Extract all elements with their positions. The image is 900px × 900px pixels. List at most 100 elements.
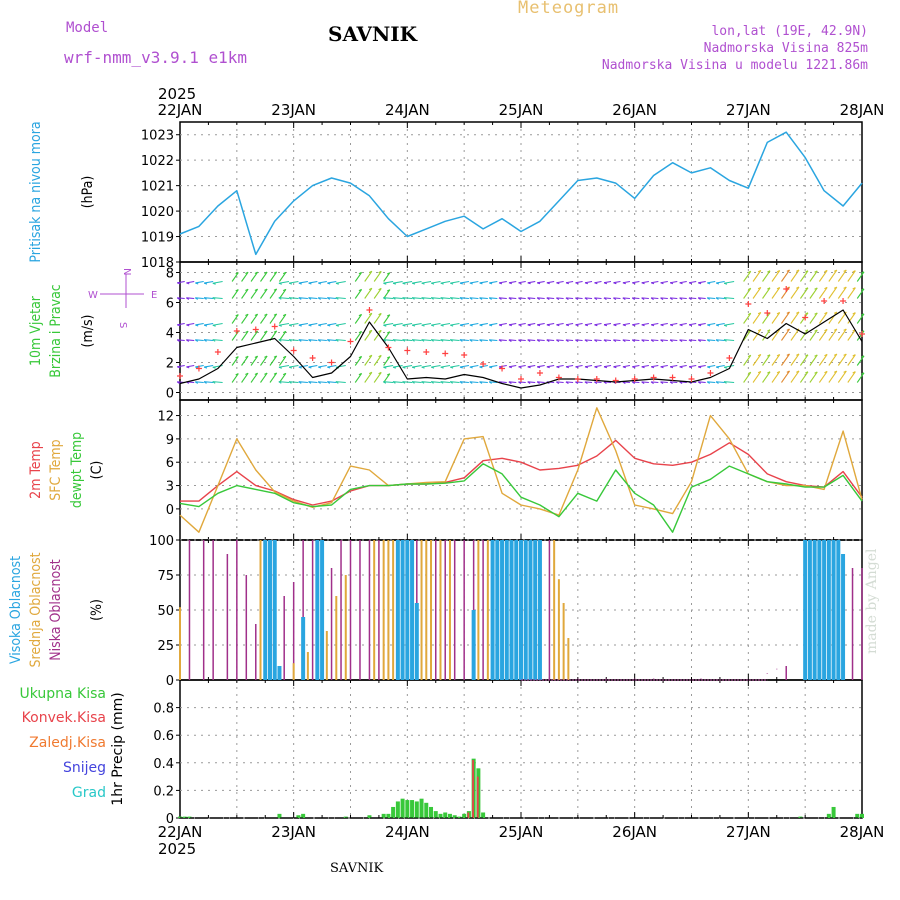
wind-arrow-head <box>556 297 560 300</box>
wind-arrow <box>459 297 469 300</box>
wind-arrow-head <box>669 324 674 327</box>
wind-arrow-head <box>833 269 838 272</box>
wind-arrow <box>354 289 363 299</box>
wind-arrow-head <box>459 324 464 327</box>
wind-arrow <box>241 330 249 341</box>
wind-arrow-head <box>308 282 312 285</box>
wind-arrow <box>241 372 249 383</box>
year-label-bottom: 2025 <box>158 840 196 858</box>
cloud-bar-high <box>528 540 533 680</box>
wind-arrow-head <box>411 381 415 384</box>
x-tick-label-top: 23JAN <box>271 101 316 119</box>
wind-arrow <box>421 280 432 284</box>
wind-arrow-head <box>235 289 239 292</box>
wind-arrow-head <box>288 282 293 285</box>
wind-arrow <box>641 381 649 384</box>
wind-arrow-head <box>411 282 416 285</box>
wind-arrow <box>212 280 223 284</box>
wind-arrow <box>715 339 725 342</box>
cloud-bar-mid <box>392 540 395 680</box>
y-axis-label: (C) <box>89 461 105 480</box>
wind-arrow-head <box>660 297 664 300</box>
wind-arrow-head <box>383 297 387 300</box>
wind-arrow-head <box>368 287 373 291</box>
wind-arrow-head <box>318 324 322 327</box>
wind-arrow-head <box>421 324 425 327</box>
wind-arrow <box>392 339 403 342</box>
wind-arrow-head <box>622 282 626 285</box>
wind-arrow <box>603 381 612 384</box>
wind-arrow-head <box>747 312 752 316</box>
wind-arrow <box>556 381 564 384</box>
wind-arrow <box>670 364 678 368</box>
wind-arrow-head <box>584 282 588 285</box>
wind-arrow <box>518 364 526 368</box>
wind-arrow <box>632 322 640 326</box>
wind-arrow <box>459 322 469 326</box>
wind-arrow <box>489 297 498 300</box>
wind-arrow <box>498 297 507 300</box>
y-tick-label: 6 <box>166 456 174 471</box>
wind-arrow <box>269 372 278 383</box>
wind-arrow-head <box>282 288 287 292</box>
wind-arrow <box>354 373 363 383</box>
wind-arrow <box>724 280 735 284</box>
wind-arrow-head <box>278 366 282 369</box>
wind-arrow <box>575 339 583 342</box>
precip-bar-total <box>381 813 386 818</box>
wind-arrow <box>373 330 382 341</box>
wind-arrow-head <box>556 381 560 384</box>
wind-arrow <box>364 312 373 324</box>
wind-arrow-head <box>449 381 453 384</box>
wind-arrow-head <box>278 381 282 384</box>
wind-arrow <box>373 288 382 299</box>
wind-arrow-head <box>723 366 728 369</box>
wind-arrow-head <box>861 313 865 316</box>
wind-gust-marker <box>555 374 562 381</box>
wind-arrow-head <box>650 297 654 300</box>
cloud-bar-low <box>851 568 854 680</box>
wind-arrow <box>260 271 268 282</box>
wind-arrow <box>498 322 507 326</box>
wind-arrow-head <box>195 282 199 285</box>
wind-arrow <box>622 322 631 326</box>
wind-arrow-head <box>431 366 435 369</box>
wind-arrow-head <box>698 282 702 285</box>
wind-arrow-head <box>402 366 406 369</box>
wind-arrow <box>508 339 517 342</box>
wind-arrow-head <box>861 288 865 291</box>
wind-arrow-head <box>440 339 444 342</box>
wind-arrow <box>373 372 382 383</box>
wind-arrow-head <box>378 371 382 375</box>
cloud-bar-high <box>519 540 523 680</box>
wind-arrow <box>781 311 790 324</box>
wind-arrow <box>383 356 391 366</box>
wind-arrow <box>537 322 545 326</box>
wind-arrow-head <box>386 331 391 334</box>
wind-arrow <box>537 381 545 384</box>
wind-arrow <box>450 297 460 300</box>
wind-arrow-head <box>273 313 277 316</box>
y-tick-label: 12 <box>157 410 174 425</box>
wind-arrow <box>354 356 363 366</box>
y-tick-label: 0.4 <box>153 757 174 772</box>
wind-arrow <box>818 270 828 282</box>
wind-arrow-head <box>679 339 683 342</box>
wind-arrow <box>212 322 223 326</box>
wind-arrow <box>837 269 847 282</box>
wind-arrow <box>177 364 185 368</box>
wind-arrow <box>641 322 649 326</box>
wind-gust-marker <box>536 370 543 376</box>
wind-arrow <box>318 322 327 326</box>
wind-arrow-head <box>660 366 664 369</box>
wind-arrow-head <box>288 366 293 369</box>
precip-bar-total <box>443 812 448 818</box>
wind-arrow <box>318 280 327 284</box>
wind-arrow-head <box>556 366 560 369</box>
wind-arrow-head <box>814 371 818 374</box>
precip-bar-total <box>462 813 467 818</box>
wind-arrow <box>723 339 735 342</box>
wind-arrow <box>546 280 555 284</box>
wind-arrow <box>402 297 413 300</box>
wind-arrow-head <box>449 297 453 300</box>
